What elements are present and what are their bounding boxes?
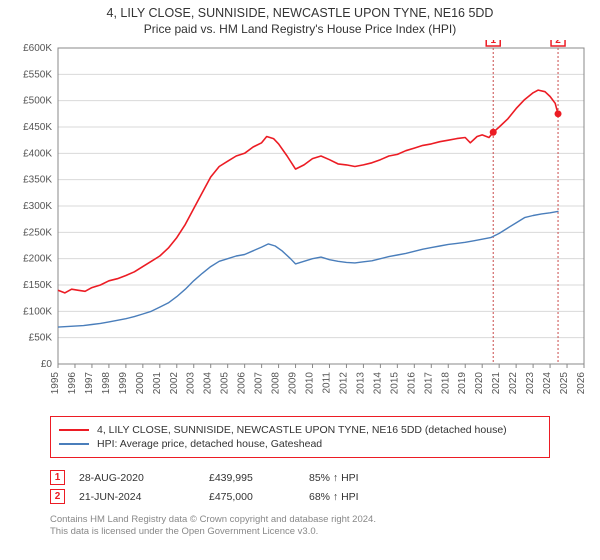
svg-text:2011: 2011 [321,372,332,394]
svg-text:2003: 2003 [186,372,197,395]
svg-text:£300K: £300K [23,201,52,212]
sale-date: 28-AUG-2020 [79,472,209,484]
svg-text:2017: 2017 [423,372,434,395]
sale-price: £439,995 [209,472,309,484]
svg-text:2026: 2026 [576,372,587,395]
sale-hpi: 85% ↑ HPI [309,472,359,484]
footer: Contains HM Land Registry data © Crown c… [50,514,550,539]
svg-text:2004: 2004 [203,372,214,395]
sale-price: £475,000 [209,491,309,503]
sale-row: 2 21-JUN-2024 £475,000 68% ↑ HPI [50,489,550,504]
svg-text:1996: 1996 [67,372,78,395]
svg-text:£0: £0 [41,359,53,370]
svg-text:2021: 2021 [491,372,502,395]
legend-item-hpi: HPI: Average price, detached house, Gate… [59,438,541,450]
svg-text:2000: 2000 [135,372,146,395]
svg-text:1999: 1999 [118,372,129,395]
legend: 4, LILY CLOSE, SUNNISIDE, NEWCASTLE UPON… [50,416,550,458]
svg-text:2001: 2001 [152,372,163,395]
svg-text:£250K: £250K [23,227,52,238]
svg-text:1997: 1997 [84,372,95,395]
svg-text:2014: 2014 [372,372,383,395]
sales-list: 1 28-AUG-2020 £439,995 85% ↑ HPI 2 21-JU… [50,466,550,508]
svg-text:2013: 2013 [355,372,366,395]
svg-text:2010: 2010 [305,372,316,395]
svg-text:2022: 2022 [508,372,519,395]
svg-text:2023: 2023 [525,372,536,395]
svg-text:2018: 2018 [440,372,451,395]
legend-swatch-property [59,429,89,431]
title-subtitle: Price paid vs. HM Land Registry's House … [10,22,590,36]
legend-item-property: 4, LILY CLOSE, SUNNISIDE, NEWCASTLE UPON… [59,424,541,436]
svg-text:1: 1 [490,40,496,46]
svg-text:2006: 2006 [237,372,248,395]
svg-text:2025: 2025 [559,372,570,395]
svg-text:2016: 2016 [406,372,417,395]
svg-text:2012: 2012 [338,372,349,395]
svg-text:£550K: £550K [23,69,52,80]
chart-svg: £0 £50K £100K £150K £200K £250K £300K £350K £400… [10,40,590,410]
sale-date: 21-JUN-2024 [79,491,209,503]
svg-text:2020: 2020 [474,372,485,395]
legend-label: 4, LILY CLOSE, SUNNISIDE, NEWCASTLE UPON… [97,424,507,436]
svg-text:£500K: £500K [23,96,52,107]
sale-marker-icon: 1 [50,470,65,485]
title-address: 4, LILY CLOSE, SUNNISIDE, NEWCASTLE UPON… [10,6,590,20]
page-container: 4, LILY CLOSE, SUNNISIDE, NEWCASTLE UPON… [0,0,600,560]
svg-text:£600K: £600K [23,43,52,54]
title-block: 4, LILY CLOSE, SUNNISIDE, NEWCASTLE UPON… [10,6,590,36]
svg-text:£100K: £100K [23,306,52,317]
svg-text:2005: 2005 [220,372,231,395]
svg-text:2007: 2007 [254,372,265,395]
sale-marker-icon: 2 [50,489,65,504]
footer-copyright: Contains HM Land Registry data © Crown c… [50,514,550,526]
svg-text:£400K: £400K [23,148,52,159]
sale-hpi: 68% ↑ HPI [309,491,359,503]
legend-label: HPI: Average price, detached house, Gate… [97,438,322,450]
svg-text:£150K: £150K [23,280,52,291]
chart: £0 £50K £100K £150K £200K £250K £300K £350K £400… [10,40,590,410]
svg-text:£200K: £200K [23,254,52,265]
legend-swatch-hpi [59,443,89,445]
svg-text:2019: 2019 [457,372,468,395]
svg-text:2015: 2015 [389,372,400,395]
svg-text:2009: 2009 [288,372,299,395]
svg-text:1995: 1995 [50,372,61,395]
svg-text:2008: 2008 [271,372,282,395]
svg-text:1998: 1998 [101,372,112,395]
svg-text:2024: 2024 [542,372,553,395]
svg-text:£50K: £50K [29,333,53,344]
svg-text:£450K: £450K [23,122,52,133]
footer-licence: This data is licensed under the Open Gov… [50,526,550,538]
svg-text:£350K: £350K [23,175,52,186]
svg-text:2: 2 [555,40,561,46]
svg-text:2002: 2002 [169,372,180,395]
sale-row: 1 28-AUG-2020 £439,995 85% ↑ HPI [50,470,550,485]
